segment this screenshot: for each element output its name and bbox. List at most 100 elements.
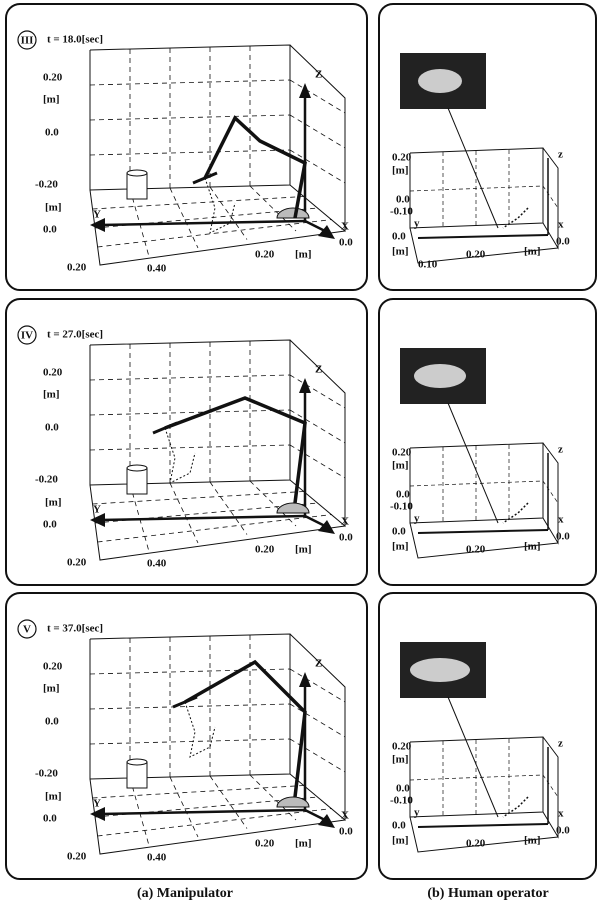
axis-label: 0.0 — [392, 231, 406, 243]
grid-dash — [210, 187, 247, 240]
axis-label: [m] — [295, 838, 312, 850]
pointer-line — [448, 403, 498, 523]
y-axis-arrow — [418, 824, 548, 827]
trajectory — [165, 428, 195, 483]
axis-label: 0.0 — [339, 532, 353, 544]
axis-label: 0.20 — [43, 367, 63, 379]
y-axis-arrow — [418, 530, 548, 533]
panel-frame — [6, 593, 367, 879]
axis-label: Y — [93, 209, 101, 221]
cylinder — [127, 762, 147, 788]
axis-label: 0.0 — [43, 519, 57, 531]
trajectory — [503, 503, 528, 523]
grid-dash — [90, 739, 290, 744]
arrow-head — [318, 225, 335, 239]
time-label: t = 37.0[sec] — [47, 623, 103, 635]
grid-dash — [210, 776, 247, 829]
axis-label: 0.20 — [392, 152, 412, 164]
axis-label: [m] — [295, 544, 312, 556]
axis-label: [m] — [524, 246, 541, 258]
axis-label: 0.20 — [466, 838, 486, 850]
arrow-head — [299, 83, 311, 98]
grid-dash — [90, 115, 290, 120]
manipulator-panel: IIIt = 18.0[sec]0.20[m]0.0-0.20[m]Y0.00.… — [6, 4, 367, 290]
axis-label: 0.0 — [396, 783, 410, 795]
axis-label: 0.0 — [556, 236, 570, 248]
hand — [418, 69, 462, 93]
x-axis-arrow — [305, 810, 325, 820]
back-wall — [410, 737, 543, 817]
grid-dash — [170, 777, 198, 837]
axis-label: 0.20 — [255, 544, 275, 556]
arrow-head — [318, 814, 335, 828]
axis-label: 0.0 — [45, 422, 59, 434]
axis-label: [m] — [45, 202, 62, 214]
axis-label: 0.20 — [392, 447, 412, 459]
y-axis-arrow — [418, 235, 548, 238]
axis-label: Y — [93, 504, 101, 516]
axis-label: 0.0 — [45, 716, 59, 728]
grid-dash — [170, 483, 198, 543]
operator-panel: 0.20[m]0.0-0.10y0.0[m]0.100.20[m]0.0xz — [379, 4, 596, 290]
axis-label: x — [558, 514, 564, 526]
axis-label: 0.20 — [43, 661, 63, 673]
time-label: t = 18.0[sec] — [47, 34, 103, 46]
axis-label: 0.0 — [43, 813, 57, 825]
axis-label: 0.40 — [147, 263, 167, 275]
panel-frame — [6, 299, 367, 585]
cylinder-top — [127, 170, 147, 176]
right-wall — [543, 443, 558, 543]
pointer-line — [448, 108, 498, 228]
axis-label: 0.40 — [147, 852, 167, 864]
axis-label: Z — [315, 364, 322, 376]
grid-dash — [90, 150, 290, 155]
y-axis-arrow — [100, 516, 305, 520]
axis-label: [m] — [392, 754, 409, 766]
axis-label: -0.10 — [390, 501, 413, 513]
panel-frame — [6, 4, 367, 290]
axis-label: x — [558, 219, 564, 231]
axis-label: 0.20 — [67, 557, 87, 569]
grid-dash — [290, 704, 345, 737]
numeral: IV — [21, 330, 33, 342]
grid-dash — [290, 150, 345, 183]
time-label: t = 27.0[sec] — [47, 329, 103, 341]
axis-label: [m] — [45, 497, 62, 509]
back-wall — [410, 443, 543, 523]
right-wall — [543, 148, 558, 248]
grid-dash — [290, 410, 345, 443]
axis-label: 0.20 — [255, 838, 275, 850]
axis-label: -0.10 — [390, 206, 413, 218]
grid-dash — [410, 775, 558, 797]
axis-label: 0.0 — [45, 127, 59, 139]
grid-dash — [410, 186, 558, 208]
axis-label: x — [558, 808, 564, 820]
axis-label: X — [341, 516, 349, 528]
back-wall — [410, 148, 543, 228]
trajectory — [503, 208, 528, 228]
operator-panel: 0.20[m]0.0-0.10y0.0[m]0.20[m]0.0xz — [379, 299, 596, 585]
axis-label: Y — [93, 798, 101, 810]
grid-dash — [290, 115, 345, 148]
grid-dash — [90, 410, 290, 415]
grid-dash — [410, 481, 558, 503]
axis-label: [m] — [43, 389, 60, 401]
axis-label: 0.0 — [396, 489, 410, 501]
y-axis-arrow — [100, 221, 305, 225]
arrow-head — [299, 378, 311, 393]
axis-label: y — [414, 218, 420, 230]
robot-arm — [185, 662, 305, 797]
axis-label: [m] — [392, 835, 409, 847]
grid-dash — [90, 669, 290, 674]
axis-label: X — [341, 221, 349, 233]
axis-label: [m] — [524, 541, 541, 553]
grid-dash — [90, 375, 290, 380]
cylinder-top — [127, 759, 147, 765]
operator-panel: 0.20[m]0.0-0.10y0.0[m]0.20[m]0.0xz — [379, 593, 596, 879]
arrow-head — [318, 520, 335, 534]
x-axis-arrow — [305, 516, 325, 526]
axis-label: -0.20 — [35, 474, 58, 486]
axis-label: -0.10 — [390, 795, 413, 807]
grid-dash — [290, 80, 345, 113]
